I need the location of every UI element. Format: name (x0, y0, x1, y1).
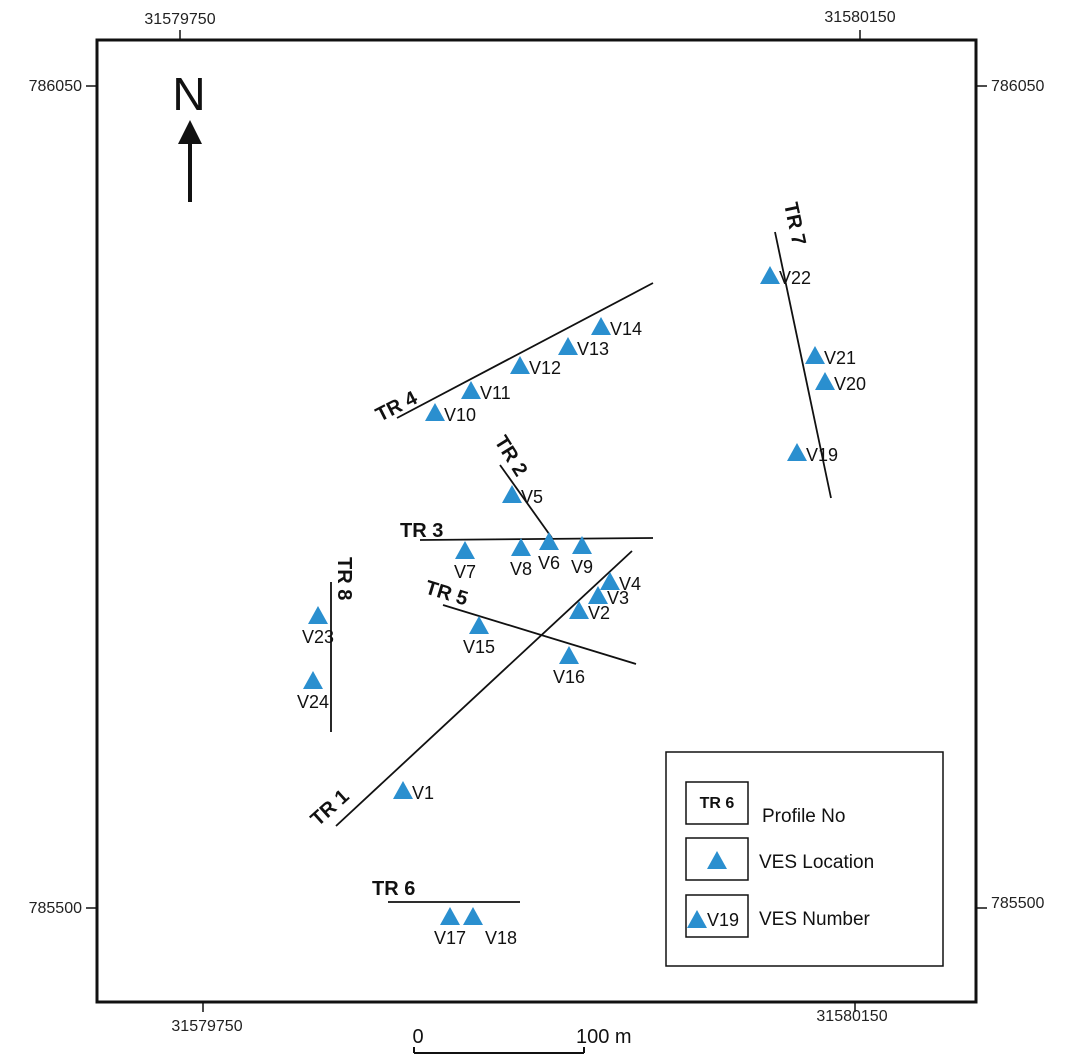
ves-label-v2: V2 (588, 603, 610, 623)
ves-marker-v14 (591, 317, 611, 335)
scale-end-label: 100 m (576, 1026, 632, 1048)
map-frame (95, 38, 978, 1004)
ves-marker-v24 (303, 671, 323, 689)
ves-marker-v7 (455, 541, 475, 559)
legend-number-text: VES Number (759, 909, 871, 930)
ves-marker-v6 (539, 532, 559, 550)
ves-label-v17: V17 (434, 928, 466, 948)
profile-label-tr7: TR 7 (779, 200, 810, 247)
profile-line-tr2 (499, 464, 553, 539)
ves-marker-v22 (760, 266, 780, 284)
legend-profile-box-label: TR 6 (700, 795, 735, 812)
ves-label-v3: V3 (607, 588, 629, 608)
legend-location-box (685, 837, 749, 881)
ves-marker-v15 (469, 616, 489, 634)
ves-marker-v5 (502, 485, 522, 503)
profile-line-tr1 (335, 550, 633, 827)
ves-marker-v18 (463, 907, 483, 925)
ves-label-v8: V8 (510, 559, 532, 579)
ves-marker-v16 (559, 646, 579, 664)
profile-line-tr7 (774, 231, 832, 499)
profile-label-tr2: TR 2 (490, 432, 532, 480)
legend-number-box-label: V19 (707, 910, 739, 930)
profile-line-tr3 (419, 537, 654, 541)
profile-label-tr8: TR 8 (333, 557, 355, 600)
profile-line-tr4 (396, 282, 654, 419)
coord-top-left: 31579750 (144, 11, 215, 28)
profile-label-tr6: TR 6 (372, 878, 415, 900)
ves-marker-v2 (569, 601, 589, 619)
legend-location-text: VES Location (759, 852, 874, 873)
coord-right-top: 786050 (991, 78, 1044, 95)
ves-label-v24: V24 (297, 692, 329, 712)
ves-marker-v12 (510, 356, 530, 374)
north-label: N (172, 68, 205, 120)
ves-label-v20: V20 (834, 374, 866, 394)
ves-marker-v1 (393, 781, 413, 799)
ves-marker-v19 (787, 443, 807, 461)
ves-label-v4: V4 (619, 574, 641, 594)
scale-start-label: 0 (412, 1026, 423, 1048)
ves-marker-v10 (425, 403, 445, 421)
legend-profile-text: Profile No (762, 806, 845, 827)
ves-label-v1: V1 (412, 783, 434, 803)
ves-label-v16: V16 (553, 667, 585, 687)
ves-label-v5: V5 (521, 487, 543, 507)
ves-label-v18: V18 (485, 928, 517, 948)
ves-marker-v9 (572, 536, 592, 554)
ves-label-v12: V12 (529, 358, 561, 378)
profile-label-tr3: TR 3 (400, 520, 443, 542)
ves-label-v7: V7 (454, 562, 476, 582)
legend-number-icon (687, 910, 707, 928)
ves-label-v22: V22 (779, 268, 811, 288)
ves-marker-v4 (600, 572, 620, 590)
coord-bottom-right: 31580150 (816, 1008, 887, 1025)
legend-location-icon (707, 851, 727, 869)
ves-marker-v17 (440, 907, 460, 925)
ves-marker-v3 (588, 586, 608, 604)
ves-marker-v23 (308, 606, 328, 624)
ves-marker-v8 (511, 538, 531, 556)
ves-label-v19: V19 (806, 445, 838, 465)
coord-top-right: 31580150 (824, 9, 895, 26)
profile-label-tr1: TR 1 (307, 785, 354, 830)
ves-label-v14: V14 (610, 319, 642, 339)
coord-bottom-left: 31579750 (171, 1018, 242, 1035)
coord-left-bottom: 785500 (29, 900, 82, 917)
ves-label-v11: V11 (480, 383, 511, 403)
ves-marker-v20 (815, 372, 835, 390)
ves-label-v21: V21 (824, 348, 856, 368)
ves-marker-v13 (558, 337, 578, 355)
profile-label-tr4: TR 4 (372, 387, 421, 427)
coord-right-bottom: 785500 (991, 895, 1044, 912)
ves-label-v23: V23 (302, 627, 334, 647)
profile-line-tr5 (442, 604, 637, 665)
ves-label-v9: V9 (571, 557, 593, 577)
ves-marker-v21 (805, 346, 825, 364)
legend-profile-box (685, 781, 749, 825)
ves-label-v10: V10 (444, 405, 476, 425)
ves-label-v6: V6 (538, 553, 560, 573)
ves-label-v13: V13 (577, 339, 609, 359)
coord-left-top: 786050 (29, 78, 82, 95)
north-arrow-icon (178, 120, 202, 144)
ves-marker-v11 (461, 381, 481, 399)
ves-label-v15: V15 (463, 637, 495, 657)
